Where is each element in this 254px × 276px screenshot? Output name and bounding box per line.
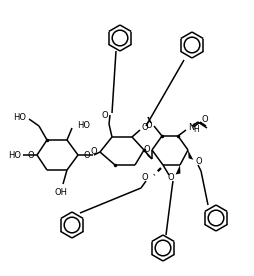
Text: HO: HO (8, 150, 21, 160)
Text: O: O (142, 123, 149, 132)
Text: O: O (201, 115, 208, 124)
Text: O: O (145, 121, 152, 131)
Polygon shape (144, 150, 152, 160)
Text: O: O (27, 150, 34, 160)
Text: O: O (141, 174, 148, 182)
Text: O: O (167, 174, 174, 182)
Text: O: O (101, 112, 108, 121)
Text: H: H (193, 124, 199, 134)
Text: HO: HO (13, 113, 26, 121)
Text: OH: OH (55, 188, 68, 197)
Text: O: O (195, 158, 202, 166)
Text: O: O (90, 147, 97, 156)
Polygon shape (115, 165, 122, 172)
Text: N: N (188, 123, 194, 132)
Text: O: O (143, 145, 150, 155)
Polygon shape (188, 150, 193, 160)
Text: HO: HO (77, 121, 90, 129)
Polygon shape (176, 165, 180, 174)
Text: O: O (83, 150, 90, 160)
